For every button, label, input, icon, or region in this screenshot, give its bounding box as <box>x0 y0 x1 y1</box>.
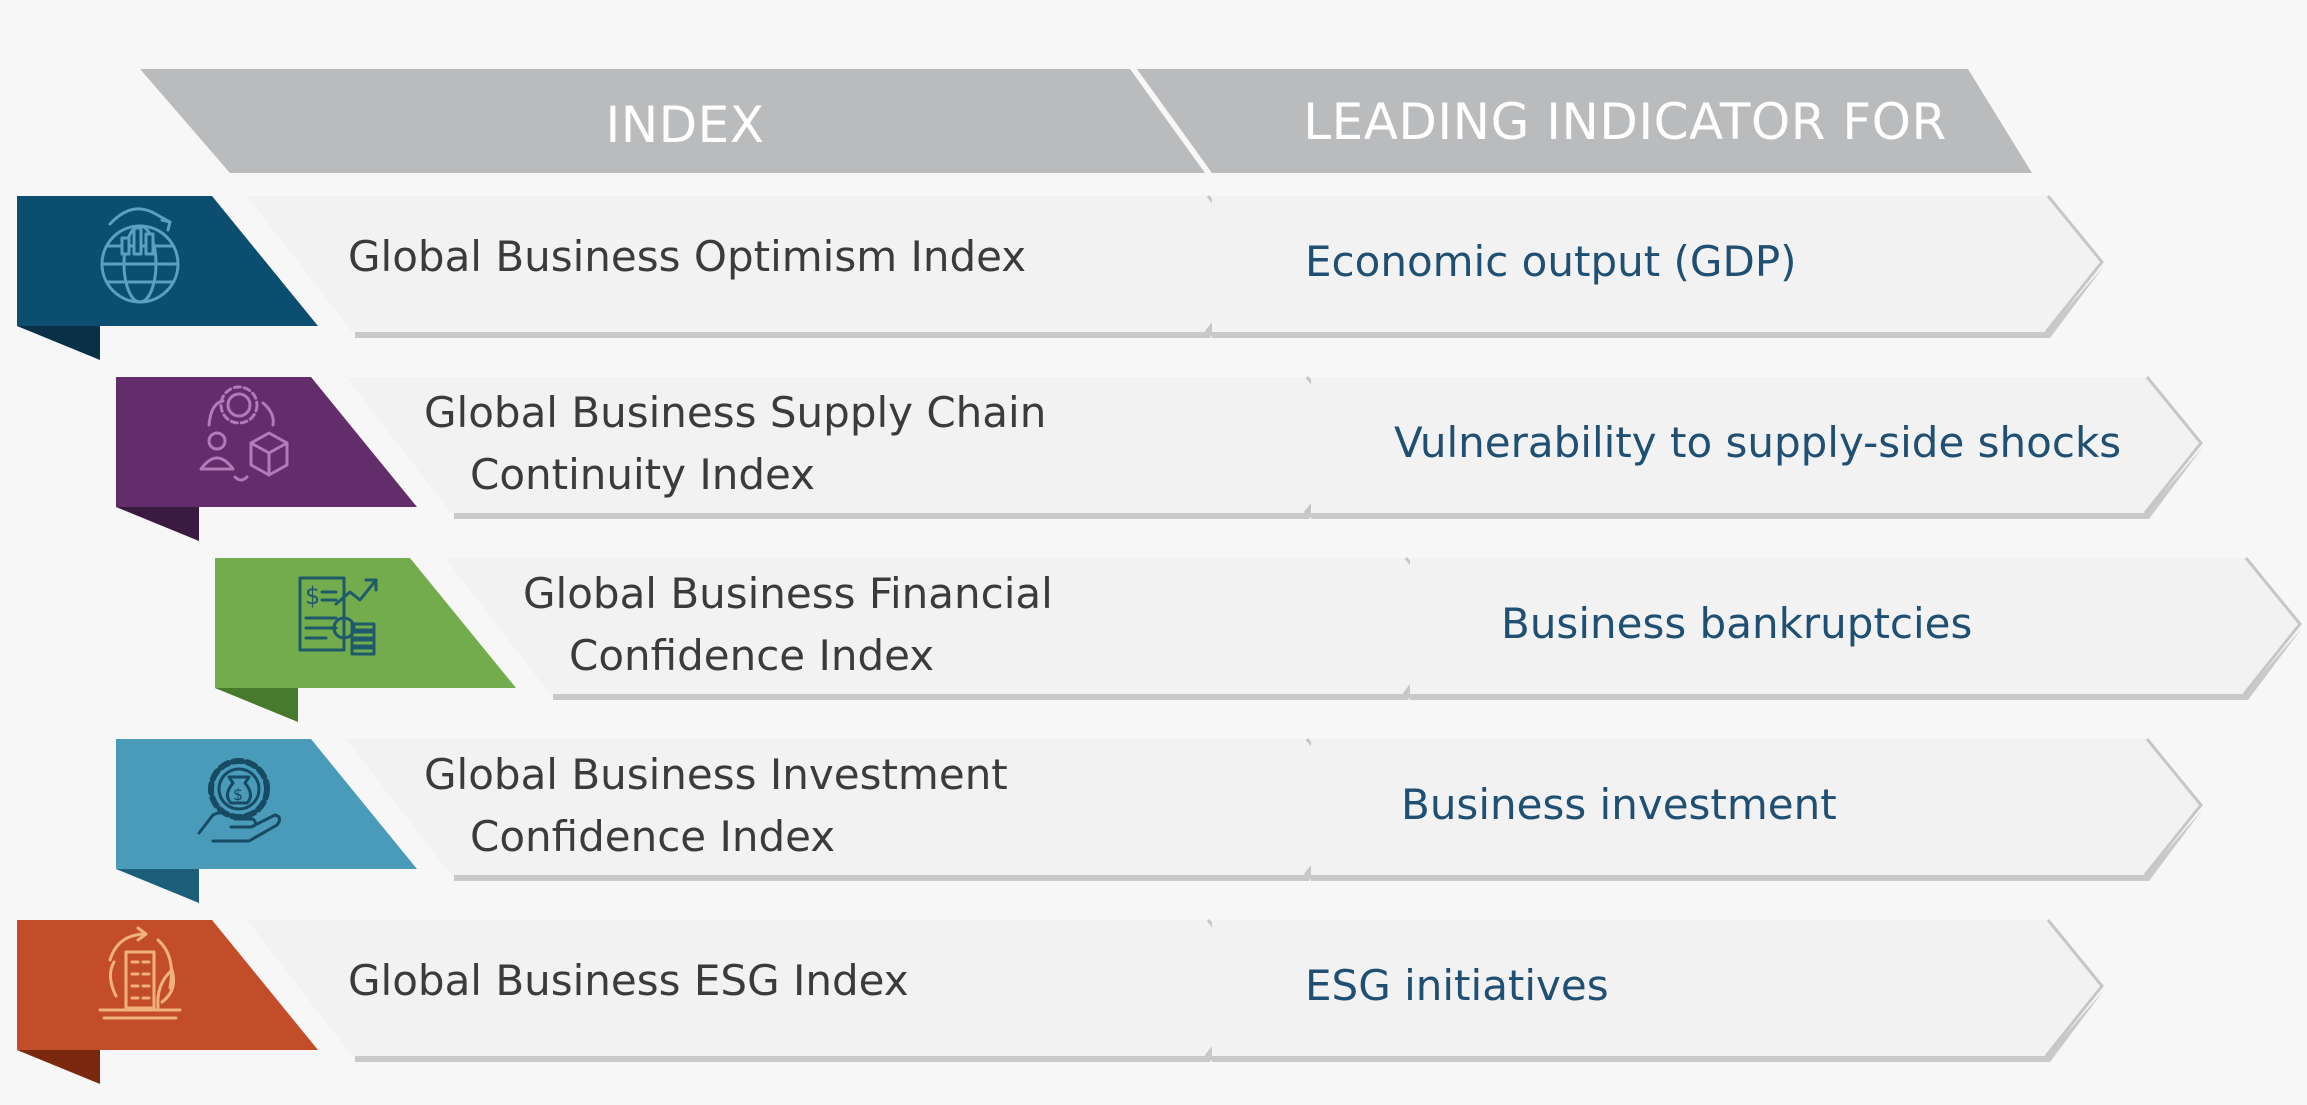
index-name-line-2: Confidence Index <box>470 812 835 861</box>
index-name-line-2: Confidence Index <box>569 631 934 680</box>
supply-chain-icon <box>199 385 289 482</box>
index-row: Global Business Supply Chain Continuity I… <box>116 376 2203 541</box>
index-row: $ Global Business Financial Confidence Ind… <box>215 557 2302 722</box>
leading-arrow <box>1212 195 2104 338</box>
header: INDEX LEADING INDICATOR FOR <box>140 69 2032 173</box>
icon-tab <box>17 920 318 1084</box>
index-name: Global Business ESG Index <box>348 956 909 1005</box>
header-leading-label: LEADING INDICATOR FOR <box>1303 93 1946 151</box>
header-index-bar <box>140 69 1205 173</box>
leading-arrow <box>1311 376 2203 519</box>
icon-tab <box>116 377 417 541</box>
svg-text:$: $ <box>305 582 320 610</box>
esg-building-icon <box>98 926 182 1020</box>
leading-indicator: ESG initiatives <box>1305 961 1609 1010</box>
index-name: Global Business Optimism Index <box>348 232 1026 281</box>
index-name-line-1: Global Business Financial <box>523 569 1053 618</box>
index-row: $ Global Business Investment Confidence In… <box>116 738 2203 903</box>
index-row: Global Business ESG Index ESG initiatives <box>17 919 2104 1084</box>
index-name-line-1: Global Business Supply Chain <box>424 388 1046 437</box>
index-name-line-2: Continuity Index <box>470 450 815 499</box>
leading-indicator: Vulnerability to supply-side shocks <box>1394 418 2121 467</box>
icon-tab <box>17 196 318 360</box>
leading-indicator: Economic output (GDP) <box>1305 237 1797 286</box>
leading-indicator: Business bankruptcies <box>1501 599 1972 648</box>
index-row: Global Business Optimism Index Economic o… <box>17 195 2104 360</box>
header-index-label: INDEX <box>606 96 765 154</box>
index-name-line-1: Global Business Investment <box>424 750 1008 799</box>
investment-gear-icon: $ <box>197 758 282 843</box>
financial-report-icon: $ <box>298 576 378 656</box>
leading-arrow <box>1410 557 2302 700</box>
leading-arrow <box>1212 919 2104 1062</box>
svg-text:$: $ <box>233 785 243 804</box>
icon-tab: $ <box>116 739 417 903</box>
globe-chart-icon <box>100 207 180 304</box>
leading-indicator: Business investment <box>1401 780 1837 829</box>
icon-tab: $ <box>215 558 516 722</box>
index-rows: Global Business Optimism Index Economic o… <box>17 195 2302 1084</box>
header-leading-bar <box>1137 69 2032 173</box>
leading-arrow <box>1311 738 2203 881</box>
